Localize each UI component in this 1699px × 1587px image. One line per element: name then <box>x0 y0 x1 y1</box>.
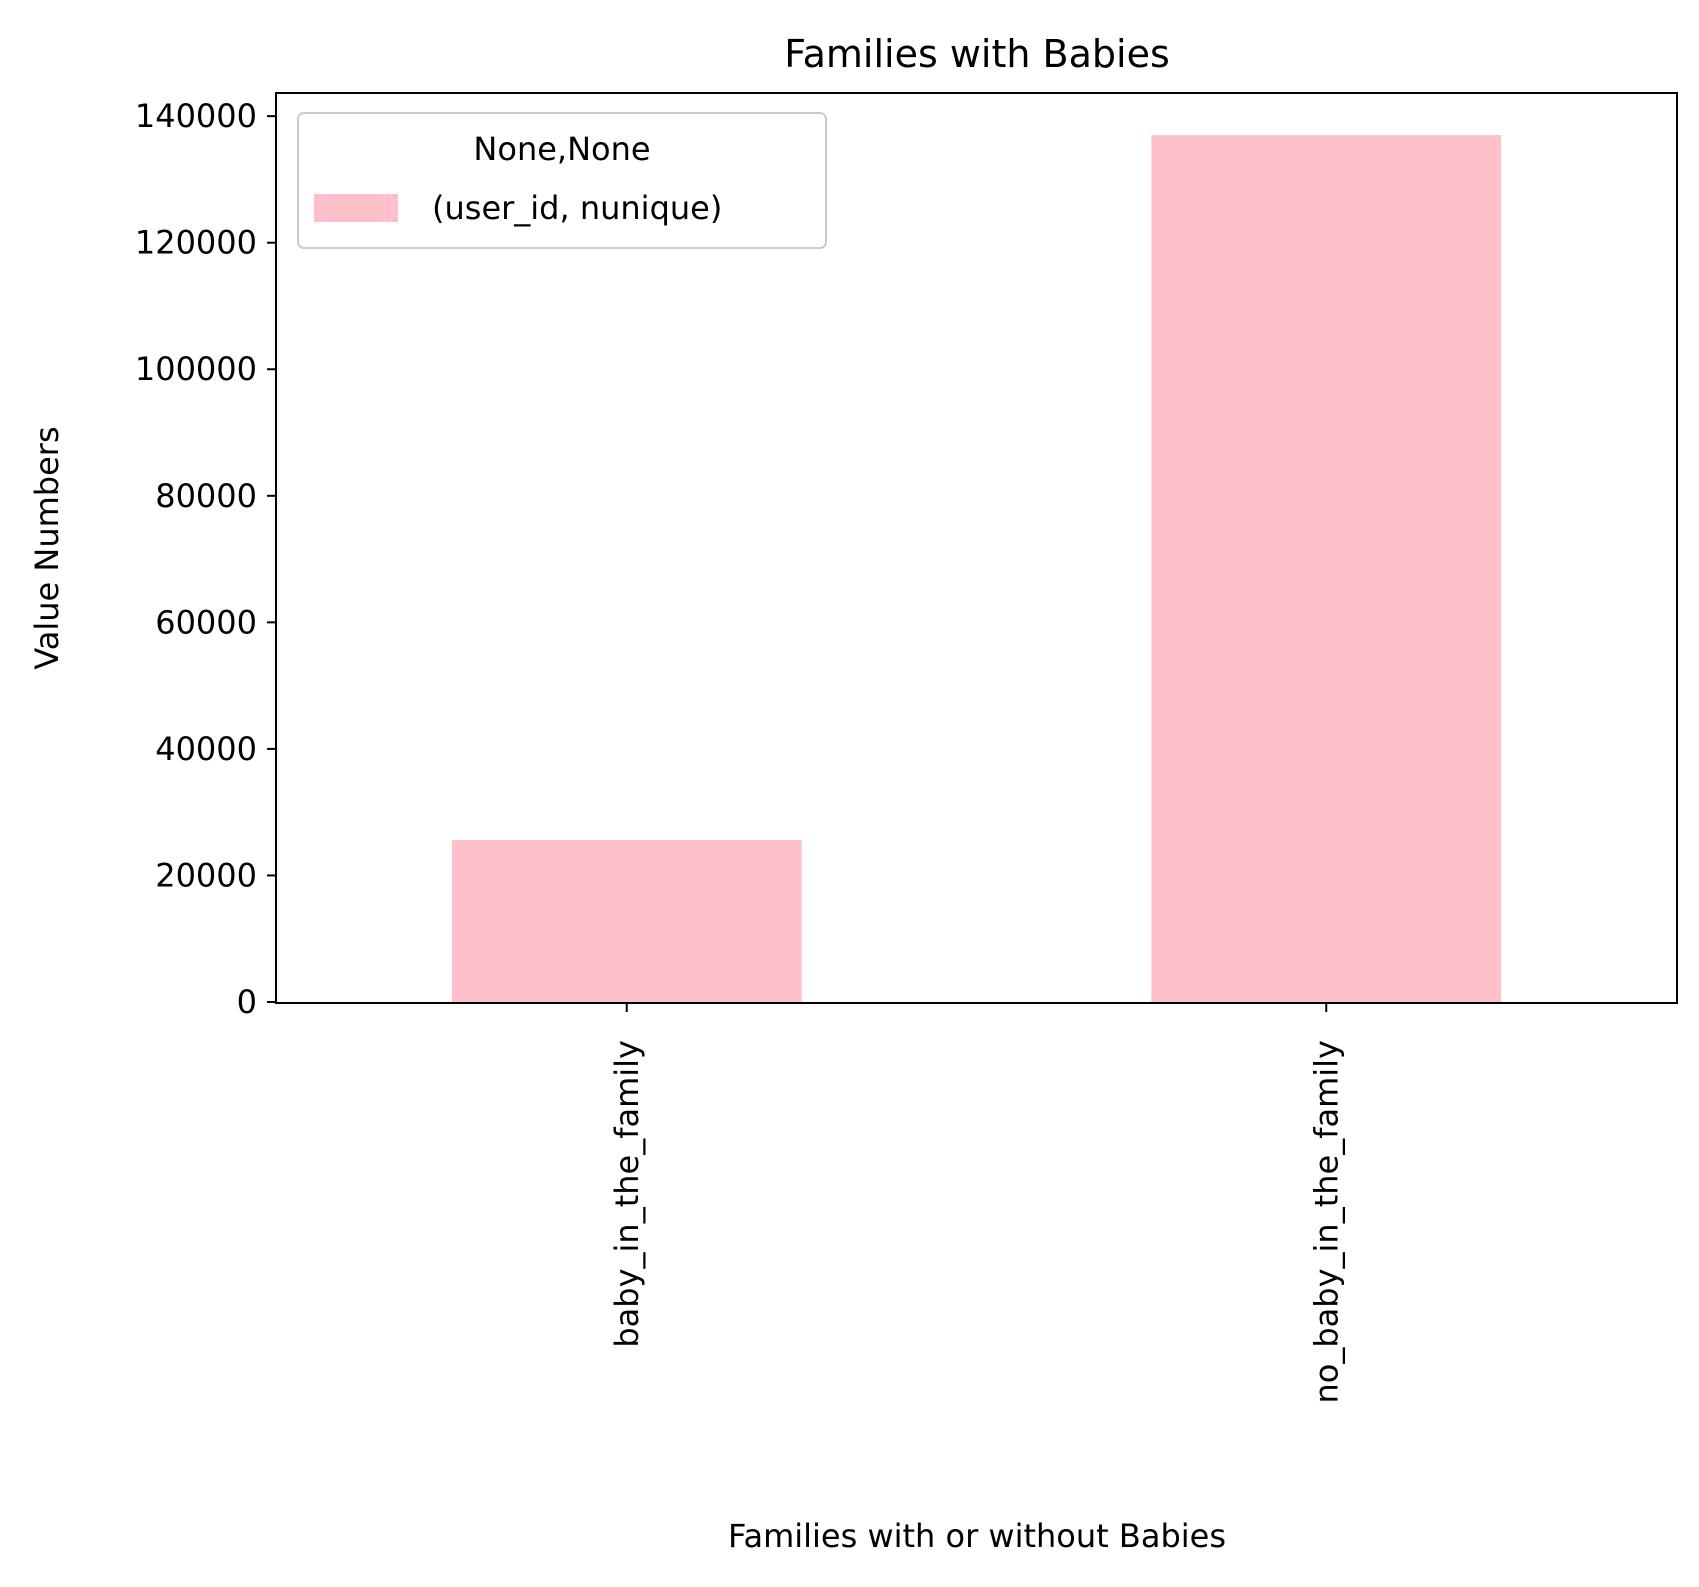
y-tick-label: 100000 <box>135 350 257 388</box>
chart-title: Families with Babies <box>784 32 1170 76</box>
bar-group <box>451 135 1502 1003</box>
y-tick-label: 20000 <box>155 856 257 894</box>
legend-box <box>297 112 827 249</box>
x-axis-label: Families with or without Babies <box>728 1517 1226 1555</box>
x-tick-label: baby_in_the_family <box>608 1040 646 1348</box>
legend-swatch <box>314 194 398 222</box>
legend: None,None (user_id, nunique) <box>297 112 827 249</box>
y-tick-label: 140000 <box>135 97 257 135</box>
y-axis-ticks: 0 20000 40000 60000 80000 100000 120000 140000 <box>135 97 277 1021</box>
legend-title: None,None <box>473 130 650 168</box>
y-tick-label: 80000 <box>155 477 257 515</box>
y-tick-label: 120000 <box>135 224 257 262</box>
y-tick-label: 60000 <box>155 603 257 641</box>
y-tick-label: 40000 <box>155 730 257 768</box>
x-axis-ticks: baby_in_the_family no_baby_in_the_family <box>608 1002 1345 1403</box>
y-axis-label: Value Numbers <box>28 426 66 669</box>
plot-frame <box>275 92 1678 1004</box>
y-tick-label: 0 <box>237 983 257 1021</box>
bar-no_baby_in_the_family <box>1151 135 1502 1003</box>
x-tick-label: no_baby_in_the_family <box>1307 1040 1345 1403</box>
legend-label: (user_id, nunique) <box>432 189 722 227</box>
bar-baby_in_the_family <box>451 840 802 1002</box>
